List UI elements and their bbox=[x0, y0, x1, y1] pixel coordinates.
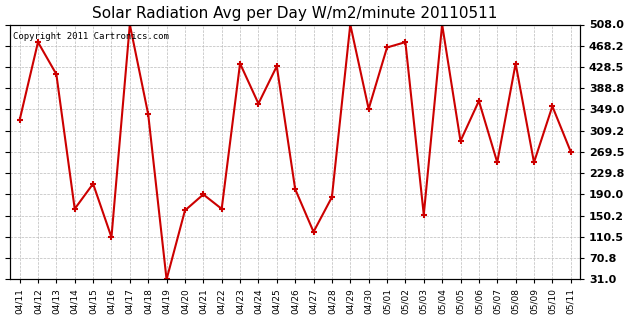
Title: Solar Radiation Avg per Day W/m2/minute 20110511: Solar Radiation Avg per Day W/m2/minute … bbox=[93, 5, 498, 20]
Text: Copyright 2011 Cartronics.com: Copyright 2011 Cartronics.com bbox=[13, 32, 169, 41]
